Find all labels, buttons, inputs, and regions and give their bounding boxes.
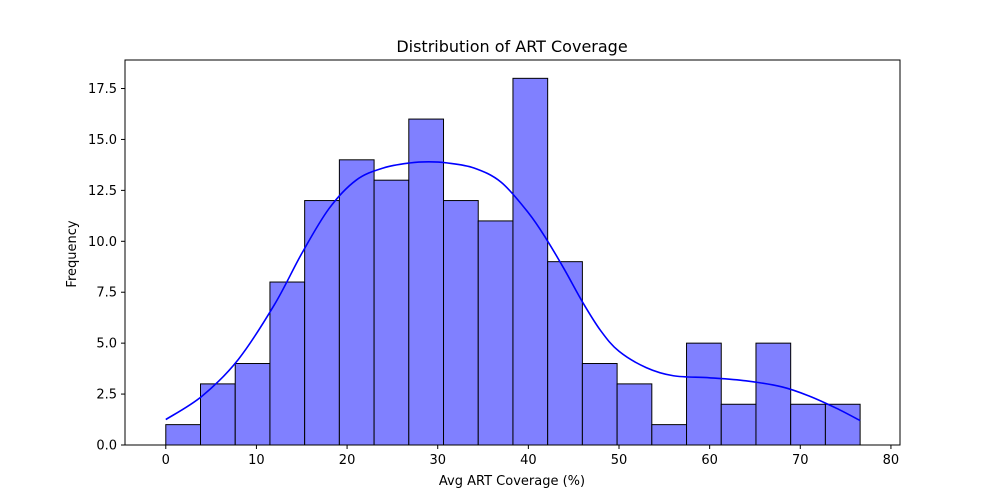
- histogram-bar: [616, 383, 653, 446]
- y-tick-label: 10.0: [88, 235, 117, 250]
- x-tick-label: 70: [792, 453, 809, 468]
- kde-curve: [165, 161, 861, 422]
- histogram-bar: [547, 261, 583, 446]
- y-tick-label: 2.5: [96, 388, 117, 403]
- y-tick-label: 5.0: [96, 337, 117, 352]
- histogram-bar: [338, 159, 375, 446]
- y-axis-ticks: 0.0 2.5 5.0 7.5 10.0 12.5 15.0 17.5: [88, 82, 125, 454]
- x-tick-label: 40: [520, 453, 537, 468]
- y-tick-label: 12.5: [88, 184, 117, 199]
- histogram-bar: [373, 179, 410, 446]
- x-tick-label: 60: [701, 453, 718, 468]
- histogram-bar: [304, 200, 340, 446]
- histogram-bar: [408, 118, 445, 446]
- histogram-bar: [581, 363, 618, 446]
- histogram-bar: [234, 363, 271, 446]
- histogram-bar: [512, 77, 549, 446]
- histogram-bar: [200, 383, 236, 446]
- x-tick-label: 80: [883, 453, 900, 468]
- histogram-bar: [443, 200, 479, 446]
- y-tick-label: 15.0: [88, 133, 117, 148]
- x-axis-ticks: 0 10 20 30 40 50 60 70 80: [162, 445, 900, 468]
- x-axis-label: Avg ART Coverage (%): [439, 474, 585, 489]
- x-tick-label: 20: [339, 453, 356, 468]
- x-tick-label: 50: [611, 453, 628, 468]
- x-tick-label: 0: [162, 453, 170, 468]
- histogram-bar: [165, 424, 202, 446]
- chart-title: Distribution of ART Coverage: [396, 37, 627, 56]
- y-tick-label: 17.5: [88, 82, 117, 97]
- histogram-bar: [477, 220, 514, 446]
- y-tick-label: 7.5: [96, 286, 117, 301]
- histogram-bar: [755, 342, 792, 446]
- histogram-bar: [686, 342, 722, 446]
- plot-frame: [124, 59, 901, 446]
- y-axis-label: Frequency: [65, 220, 80, 287]
- histogram-bar: [651, 424, 688, 446]
- y-tick-label: 0.0: [96, 439, 117, 454]
- x-tick-label: 30: [429, 453, 446, 468]
- histogram-bar: [269, 281, 306, 446]
- histogram-bar: [824, 403, 861, 446]
- histogram-bar: [720, 403, 757, 446]
- bars-group: [165, 77, 861, 446]
- histogram-bar: [790, 403, 826, 446]
- x-tick-label: 10: [248, 453, 265, 468]
